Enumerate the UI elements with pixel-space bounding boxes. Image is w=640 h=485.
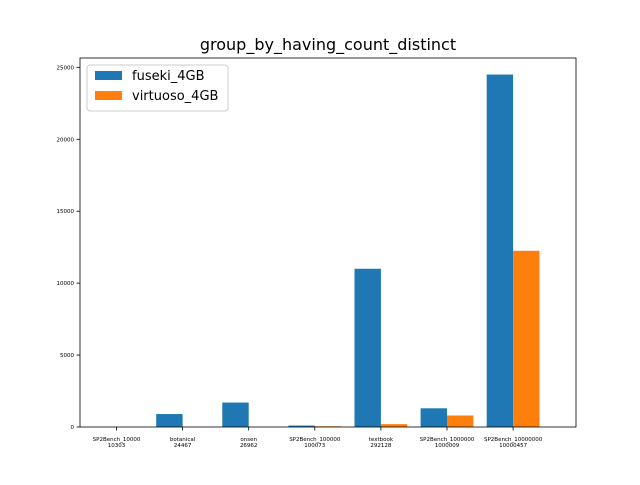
x-tick-label: textbook 292128 bbox=[369, 437, 394, 449]
x-tick-label-name: onsen bbox=[240, 437, 257, 443]
x-tick-label-size: 292128 bbox=[370, 443, 391, 449]
legend-swatch-virtuoso_4GB bbox=[95, 91, 122, 100]
bar-fuseki_4GB-2 bbox=[222, 402, 249, 427]
y-tick-label: 20000 bbox=[57, 137, 75, 143]
x-tick-label-size: 26962 bbox=[240, 443, 258, 449]
bar-fuseki_4GB-5 bbox=[420, 408, 447, 427]
bars-layer bbox=[156, 74, 540, 428]
y-tick-label: 25000 bbox=[57, 65, 75, 71]
x-tick-label-size: 24467 bbox=[174, 443, 192, 449]
x-tick-label-size: 10303 bbox=[108, 443, 126, 449]
x-tick-label-name: SP2Bench_10000 bbox=[93, 437, 141, 443]
y-tick-label: 15000 bbox=[57, 209, 75, 215]
bar-virtuoso_4GB-6 bbox=[513, 250, 540, 427]
bar-fuseki_4GB-3 bbox=[288, 425, 315, 427]
x-tick-label-name: textbook bbox=[369, 437, 394, 443]
x-tick-label-name: SP2Bench_10000000 bbox=[484, 437, 543, 443]
x-tick-label: SP2Bench_100000 100073 bbox=[289, 437, 341, 449]
x-tick-label-name: SP2Bench_100000 bbox=[289, 437, 341, 443]
legend-box bbox=[86, 64, 229, 112]
x-tick-label-size: 1000009 bbox=[435, 443, 460, 449]
x-tick-label: SP2Bench_1000000 1000009 bbox=[420, 437, 475, 449]
legend-swatch-fuseki_4GB bbox=[95, 71, 122, 80]
bar-virtuoso_4GB-5 bbox=[447, 415, 474, 427]
x-tick-label-size: 100073 bbox=[304, 443, 325, 449]
x-tick-label-name: botanical bbox=[170, 437, 196, 443]
x-tick-label: botanical 24467 bbox=[170, 437, 196, 449]
y-tick-label: 0 bbox=[71, 425, 75, 431]
legend-label-fuseki_4GB: fuseki_4GB bbox=[132, 69, 205, 84]
bar-virtuoso_4GB-4 bbox=[380, 424, 408, 427]
y-axis: 0 5000 10000 15000 20000 25000 bbox=[57, 65, 80, 431]
bar-fuseki_4GB-6 bbox=[486, 74, 514, 428]
x-tick-label-size: 10000457 bbox=[499, 443, 527, 449]
x-tick-label: SP2Bench_10000000 10000457 bbox=[484, 437, 543, 449]
plot-frame bbox=[79, 57, 577, 428]
y-tick-label: 5000 bbox=[60, 353, 74, 359]
legend-label-virtuoso_4GB: virtuoso_4GB bbox=[132, 89, 218, 104]
x-tick-label: onsen 26962 bbox=[240, 437, 258, 449]
x-axis: SP2Bench_10000 10303 botanical 24467 onsen 26… bbox=[93, 427, 543, 449]
chart-title: group_by_having_count_distinct bbox=[200, 35, 456, 55]
bar-fuseki_4GB-1 bbox=[156, 414, 183, 427]
x-tick-label: SP2Bench_10000 10303 bbox=[93, 437, 141, 449]
x-tick-label-name: SP2Bench_1000000 bbox=[420, 437, 475, 443]
legend: fuseki_4GB virtuoso_4GB bbox=[86, 64, 229, 112]
bar-fuseki_4GB-4 bbox=[354, 268, 381, 427]
y-tick-label: 10000 bbox=[57, 281, 75, 287]
